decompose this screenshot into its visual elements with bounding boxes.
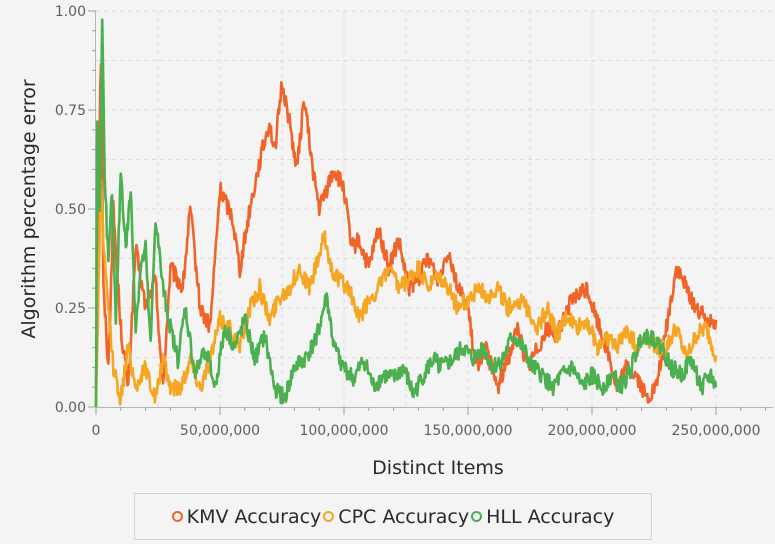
series-lines [94,18,718,408]
x-tick-label: 0 [92,423,101,439]
legend-label-cpc: CPC Accuracy [338,505,470,528]
legend-label-kmv: KMV Accuracy [186,505,322,528]
y-tick-label: 0.75 [55,103,86,119]
grid-lines [96,10,773,407]
cpc-marker-icon [323,511,335,522]
legend-item-cpc: CPC Accuracy [323,506,469,528]
x-tick-label: 150,000,000 [423,423,512,439]
y-tick-label: 1.00 [55,4,86,20]
y-axis-title: Algorithm percentage error [18,79,40,338]
y-tick-label: 0.50 [55,202,86,218]
x-tick-label: 200,000,000 [547,423,636,439]
legend: KMV Accuracy CPC Accuracy HLL Accuracy [134,493,652,540]
x-tick-label: 50,000,000 [180,423,260,439]
y-tick-label: 0.00 [55,400,86,416]
x-tick-label: 100,000,000 [299,423,388,439]
series-line-kmv [94,63,718,404]
kmv-marker-icon [171,511,183,522]
hll-marker-icon [471,511,483,522]
y-tick-label: 0.25 [55,301,86,317]
legend-label-hll: HLL Accuracy [486,505,615,528]
tick-labels: 0 50,000,000 100,000,000 150,000,000 200,000… [55,4,761,439]
legend-item-kmv: KMV Accuracy [171,505,322,528]
x-axis-title: Distinct Items [372,457,504,479]
series-line-cpc [94,179,718,408]
series-line-hll [94,18,718,408]
x-tick-label: 250,000,000 [671,423,760,439]
legend-item-hll: HLL Accuracy [471,506,614,528]
line-chart: 0 50,000,000 100,000,000 150,000,000 200,000… [18,4,773,479]
